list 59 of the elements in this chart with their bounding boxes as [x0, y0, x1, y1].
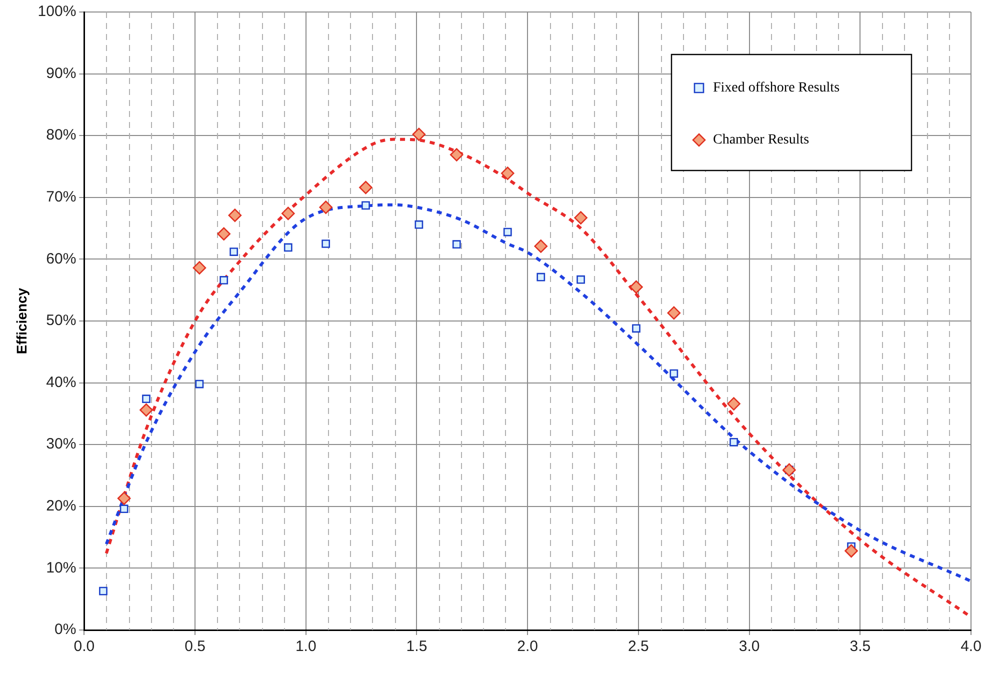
x-tick-label: 3.0	[738, 638, 760, 656]
point	[452, 240, 461, 249]
point	[450, 148, 464, 162]
point	[140, 403, 153, 417]
point	[503, 228, 512, 236]
point	[217, 227, 230, 241]
point	[99, 586, 108, 596]
point	[536, 272, 546, 282]
point	[534, 240, 548, 253]
point	[576, 275, 585, 284]
point	[632, 324, 640, 333]
point	[670, 369, 678, 378]
point	[220, 276, 228, 284]
point	[362, 201, 370, 210]
x-tick-label: 3.5	[850, 638, 871, 656]
point	[192, 261, 206, 274]
point	[322, 240, 330, 248]
x-tick-label: 1.5	[406, 638, 428, 656]
point	[284, 243, 292, 252]
point	[359, 180, 372, 194]
legend-label: Chamber Results	[713, 132, 810, 148]
x-tick-label: 0.5	[184, 638, 206, 656]
point	[319, 200, 332, 214]
x-tick-label: 2.0	[517, 638, 538, 656]
y-tick-label: 70%	[46, 188, 76, 206]
point	[414, 220, 424, 229]
point	[281, 206, 295, 220]
point	[630, 280, 643, 294]
point	[142, 394, 150, 404]
line-series	[104, 203, 971, 583]
point	[730, 438, 738, 446]
y-tick-label: 80%	[46, 126, 76, 144]
y-tick-label: 50%	[46, 312, 76, 330]
y-tick-label: 20%	[46, 498, 76, 515]
point	[412, 128, 426, 142]
x-tick-label: 0.0	[74, 638, 95, 656]
y-tick-label: 100%	[38, 3, 76, 20]
x-tick-label: 4.0	[960, 638, 982, 656]
x-tick-label: 2.5	[628, 638, 649, 656]
point	[500, 166, 514, 180]
point	[844, 544, 858, 558]
y-axis-title: Efficiency	[13, 288, 30, 354]
point	[667, 306, 681, 320]
x-tick-label: 1.0	[295, 638, 316, 656]
point	[727, 397, 740, 410]
point	[228, 208, 242, 222]
y-tick-label: 60%	[46, 250, 76, 268]
y-tick-label: 40%	[46, 374, 76, 391]
point	[120, 504, 128, 514]
y-tick-label: 90%	[46, 64, 76, 82]
point	[574, 211, 588, 224]
legend-label: Fixed offshore Results	[713, 80, 840, 96]
point	[230, 248, 238, 256]
y-tick-label: 10%	[46, 559, 76, 576]
point	[117, 492, 131, 506]
y-tick-label: 30%	[46, 436, 76, 453]
point	[782, 463, 796, 477]
point	[195, 380, 204, 388]
y-tick-label: 0%	[54, 621, 76, 638]
